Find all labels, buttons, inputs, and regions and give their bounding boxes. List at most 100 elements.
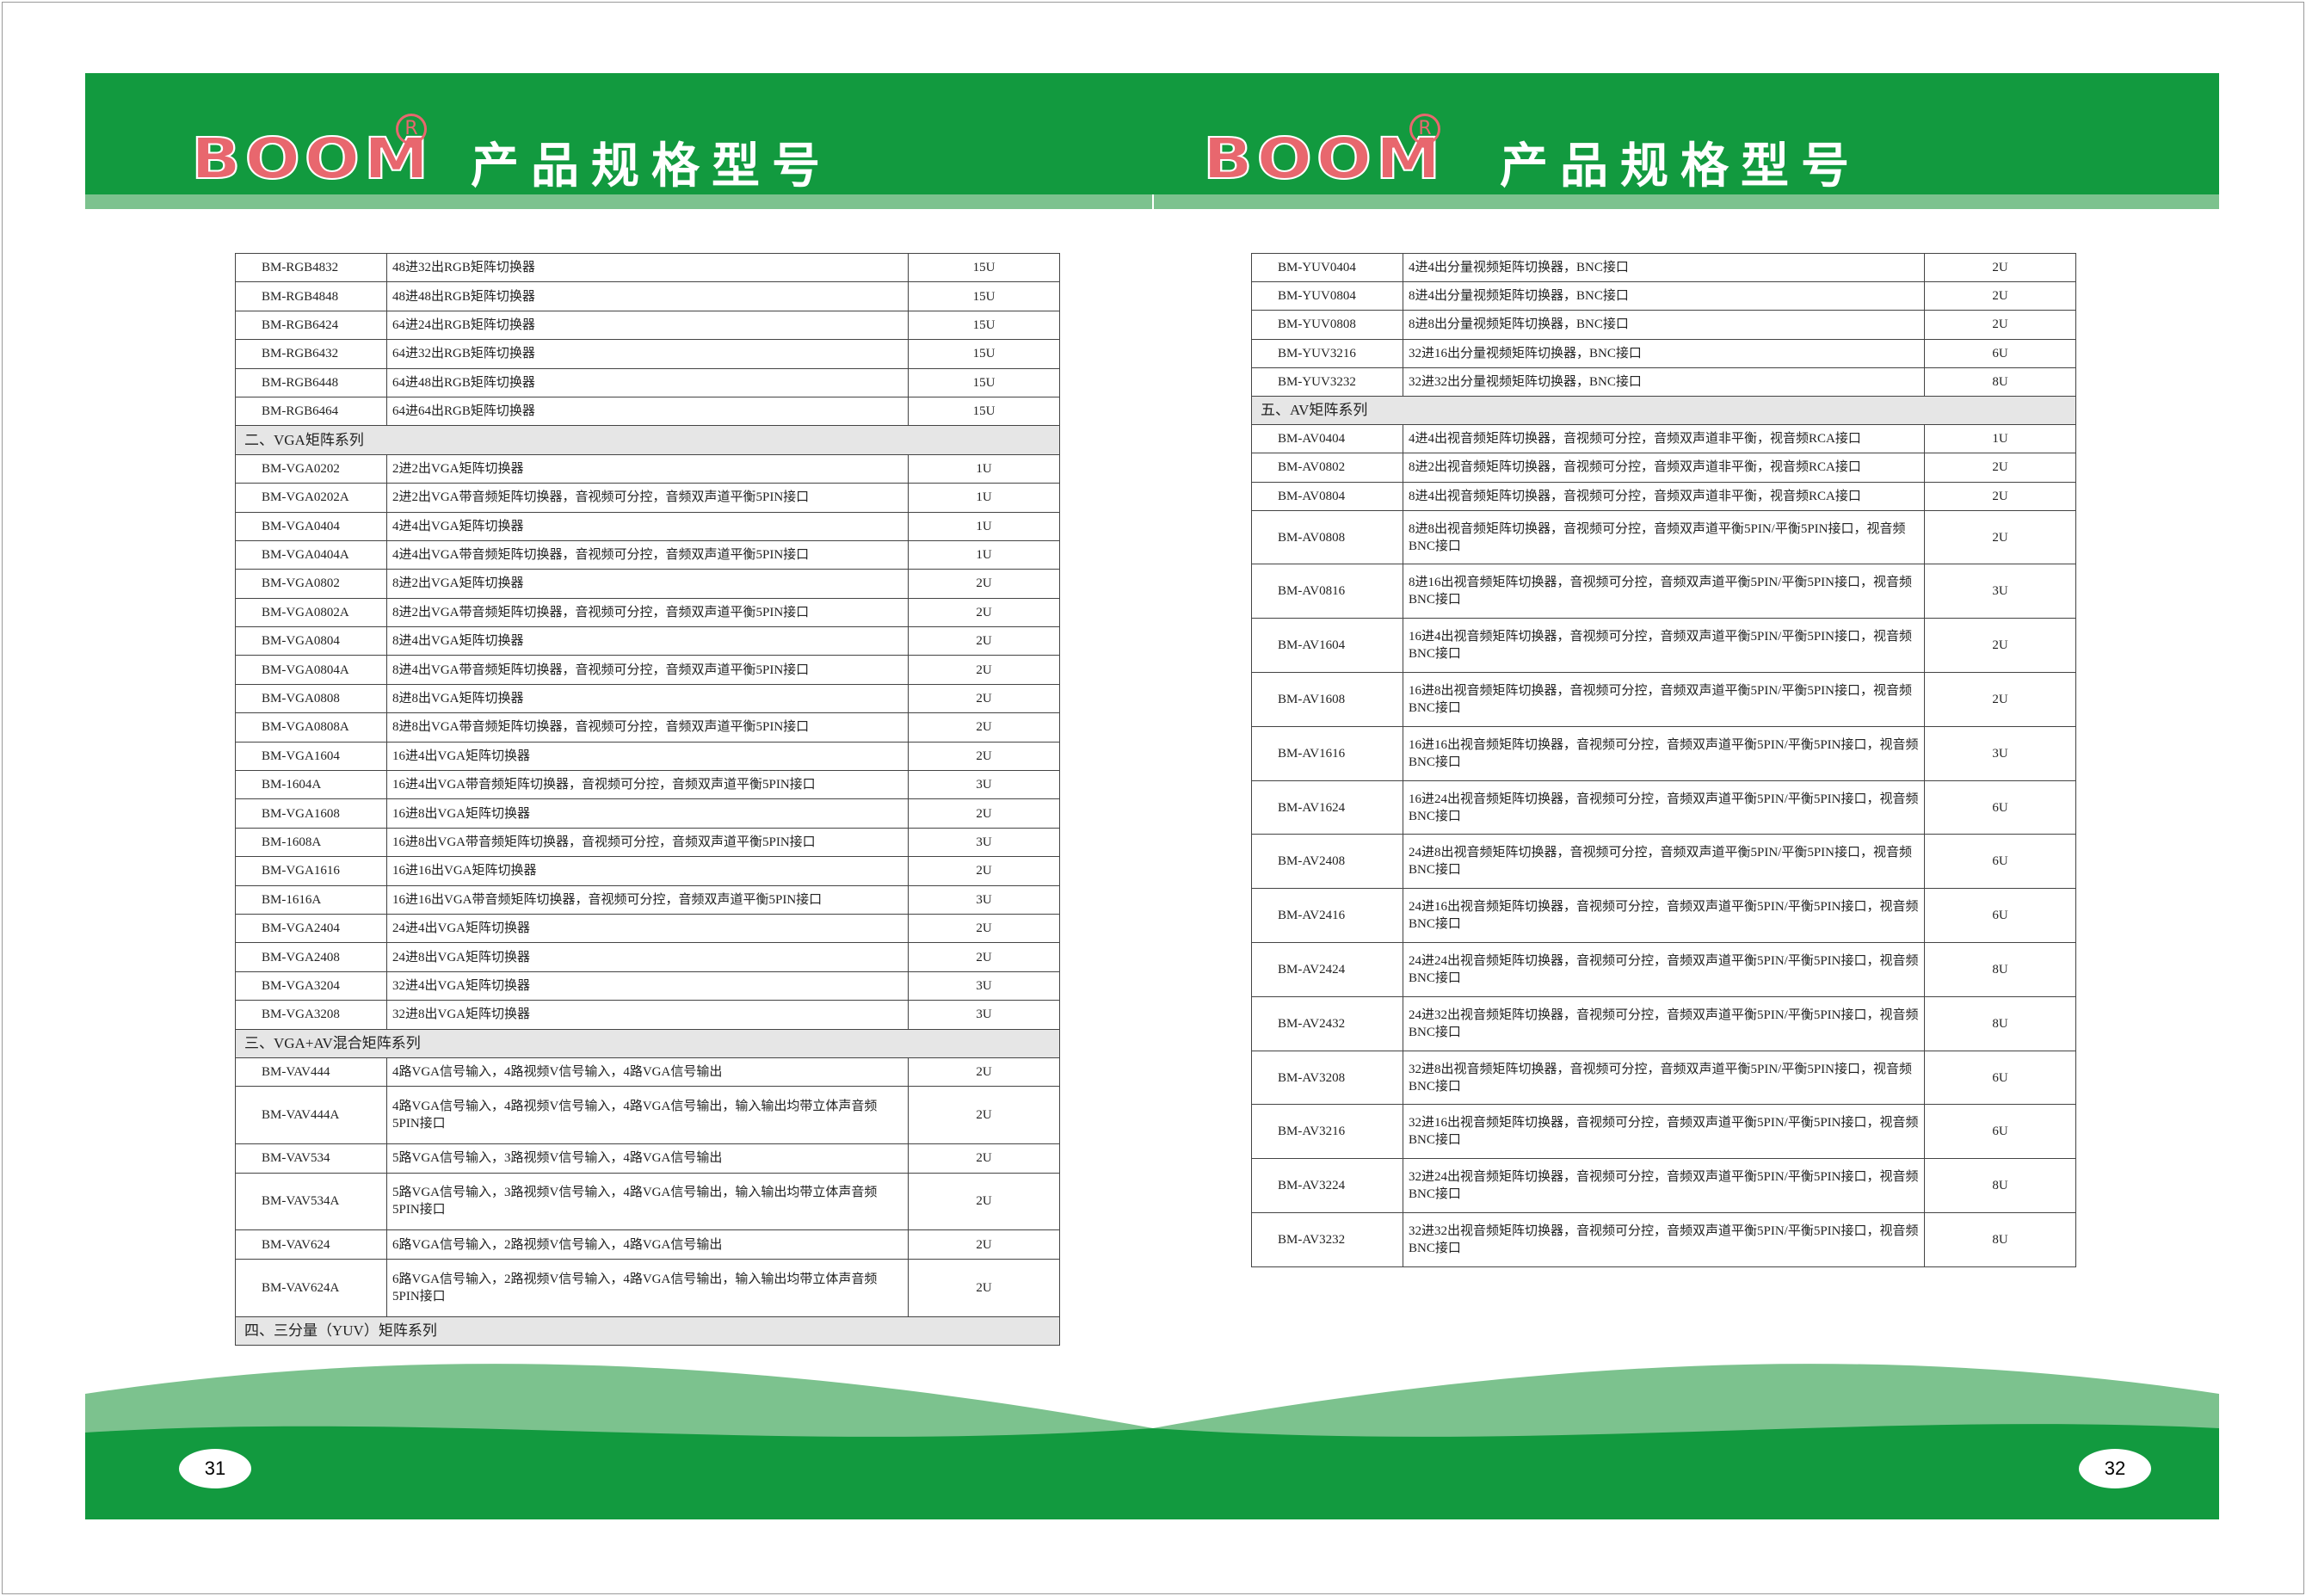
product-row: BM-RGB6432 64进32出RGB矩阵切换器 15U	[235, 339, 1060, 369]
size: 8U	[1924, 995, 2076, 1051]
description: 64进64出RGB矩阵切换器	[386, 396, 909, 427]
description: 8进2出视音频矩阵切换器，音视频可分控，音频双声道非平衡，视音频RCA接口	[1403, 453, 1925, 483]
description: 16进16出视音频矩阵切换器，音视频可分控，音频双声道平衡5PIN/平衡5PIN…	[1403, 725, 1925, 781]
description: 64进32出RGB矩阵切换器	[386, 339, 909, 369]
size: 2U	[908, 712, 1060, 743]
product-row: BM-AV2424 24进24出视音频矩阵切换器，音视频可分控，音频双声道平衡5P…	[1251, 942, 2076, 997]
model: BM-AV1624	[1251, 780, 1403, 835]
description: 8进2出VGA矩阵切换器	[386, 569, 909, 599]
model: BM-VGA0404A	[235, 539, 387, 570]
product-row: BM-1616A 16进16出VGA带音频矩阵切换器，音视频可分控，音频双声道平衡…	[235, 884, 1060, 915]
size: 2U	[1924, 252, 2076, 283]
model: BM-1616A	[235, 884, 387, 915]
size: 6U	[1924, 834, 2076, 890]
description: 48进48出RGB矩阵切换器	[386, 281, 909, 311]
model: BM-AV1608	[1251, 672, 1403, 727]
size: 3U	[908, 1000, 1060, 1030]
product-row: BM-AV2432 24进32出视音频矩阵切换器，音视频可分控，音频双声道平衡5P…	[1251, 995, 2076, 1051]
size: 2U	[908, 1143, 1060, 1174]
section-title: 四、三分量（YUV）矩阵系列	[235, 1316, 1060, 1346]
description: 5路VGA信号输入，3路视频V信号输入，4路VGA信号输出，输入输出均带立体声音…	[386, 1172, 909, 1231]
model: BM-YUV0804	[1251, 281, 1403, 311]
model: BM-VGA0802A	[235, 597, 387, 628]
section-row: 三、VGA+AV混合矩阵系列	[235, 1028, 1060, 1058]
size: 2U	[1924, 453, 2076, 483]
size: 8U	[1924, 942, 2076, 997]
page-number: 31	[179, 1449, 251, 1488]
description: 8进4出视音频矩阵切换器，音视频可分控，音频双声道非平衡，视音频RCA接口	[1403, 481, 1925, 511]
description: 48进32出RGB矩阵切换器	[386, 252, 909, 283]
product-row: BM-AV1624 16进24出视音频矩阵切换器，音视频可分控，音频双声道平衡5P…	[1251, 780, 2076, 835]
size: 2U	[1924, 281, 2076, 311]
section-title: 二、VGA矩阵系列	[235, 425, 1060, 455]
size: 2U	[908, 798, 1060, 829]
description: 16进4出视音频矩阵切换器，音视频可分控，音频双声道平衡5PIN/平衡5PIN接…	[1403, 618, 1925, 674]
model: BM-VGA2408	[235, 942, 387, 972]
product-row: BM-AV2408 24进8出视音频矩阵切换器，音视频可分控，音频双声道平衡5PI…	[1251, 834, 2076, 890]
description: 2进2出VGA带音频矩阵切换器，音视频可分控，音频双声道平衡5PIN接口	[386, 483, 909, 513]
size: 8U	[1924, 1158, 2076, 1214]
product-row: BM-AV3232 32进32出视音频矩阵切换器，音视频可分控，音频双声道平衡5P…	[1251, 1212, 2076, 1267]
model: BM-AV0802	[1251, 453, 1403, 483]
product-row: BM-AV3216 32进16出视音频矩阵切换器，音视频可分控，音频双声道平衡5P…	[1251, 1104, 2076, 1160]
page-number: 32	[2079, 1449, 2151, 1488]
section-title: 三、VGA+AV混合矩阵系列	[235, 1028, 1060, 1058]
model: BM-VGA0804	[235, 626, 387, 656]
description: 32进24出视音频矩阵切换器，音视频可分控，音频双声道平衡5PIN/平衡5PIN…	[1403, 1158, 1925, 1214]
product-row: BM-AV0802 8进2出视音频矩阵切换器，音视频可分控，音频双声道非平衡，视音…	[1251, 453, 2076, 483]
model: BM-YUV0808	[1251, 310, 1403, 340]
description: 24进4出VGA矩阵切换器	[386, 913, 909, 944]
logo: BOOM	[1202, 125, 1445, 193]
description: 8进8出视音频矩阵切换器，音视频可分控，音频双声道平衡5PIN/平衡5PIN接口…	[1403, 509, 1925, 565]
size: 15U	[908, 252, 1060, 283]
model: BM-VGA0808A	[235, 712, 387, 743]
size: 1U	[908, 483, 1060, 513]
description: 4进4出分量视频矩阵切换器，BNC接口	[1403, 252, 1925, 283]
product-row: BM-VAV444 4路VGA信号输入，4路视频V信号输入，4路VGA信号输出 2U	[235, 1057, 1060, 1088]
description: 16进24出视音频矩阵切换器，音视频可分控，音频双声道平衡5PIN/平衡5PIN…	[1403, 780, 1925, 835]
description: 64进48出RGB矩阵切换器	[386, 367, 909, 397]
model: BM-1604A	[235, 770, 387, 800]
model: BM-VAV444A	[235, 1086, 387, 1145]
description: 24进24出视音频矩阵切换器，音视频可分控，音频双声道平衡5PIN/平衡5PIN…	[1403, 942, 1925, 997]
size: 8U	[1924, 1212, 2076, 1267]
size: 2U	[908, 1086, 1060, 1145]
product-row: BM-VGA1608 16进8出VGA矩阵切换器 2U	[235, 798, 1060, 829]
model: BM-YUV0404	[1251, 252, 1403, 283]
product-row: BM-YUV3216 32进16出分量视频矩阵切换器，BNC接口 6U	[1251, 338, 2076, 368]
model: BM-AV0804	[1251, 481, 1403, 511]
size: 1U	[908, 539, 1060, 570]
size: 2U	[1924, 310, 2076, 340]
description: 4进4出VGA矩阵切换器	[386, 511, 909, 541]
description: 2进2出VGA矩阵切换器	[386, 453, 909, 484]
size: 3U	[1924, 725, 2076, 781]
size: 1U	[1924, 424, 2076, 454]
model: BM-VAV444	[235, 1057, 387, 1088]
model: BM-AV3224	[1251, 1158, 1403, 1214]
product-row: BM-RGB6424 64进24出RGB矩阵切换器 15U	[235, 310, 1060, 341]
product-row: BM-AV3208 32进8出视音频矩阵切换器，音视频可分控，音频双声道平衡5PI…	[1251, 1050, 2076, 1106]
size: 3U	[1924, 564, 2076, 619]
product-row: BM-VGA1616 16进16出VGA矩阵切换器 2U	[235, 856, 1060, 886]
size: 2U	[908, 683, 1060, 714]
product-row: BM-AV1604 16进4出视音频矩阵切换器，音视频可分控，音频双声道平衡5PI…	[1251, 618, 2076, 674]
size: 2U	[1924, 509, 2076, 565]
size: 6U	[1924, 1104, 2076, 1160]
product-row: BM-VAV534A 5路VGA信号输入，3路视频V信号输入，4路VGA信号输出，…	[235, 1172, 1060, 1231]
size: 6U	[1924, 338, 2076, 368]
description: 16进8出VGA带音频矩阵切换器，音视频可分控，音频双声道平衡5PIN接口	[386, 827, 909, 858]
size: 6U	[1924, 888, 2076, 944]
size: 2U	[908, 1172, 1060, 1231]
section-row: 五、AV矩阵系列	[1251, 395, 2076, 426]
description: 16进8出VGA矩阵切换器	[386, 798, 909, 829]
size: 3U	[908, 770, 1060, 800]
size: 15U	[908, 281, 1060, 311]
product-row: BM-VGA0808 8进8出VGA矩阵切换器 2U	[235, 683, 1060, 714]
description: 32进8出视音频矩阵切换器，音视频可分控，音频双声道平衡5PIN/平衡5PIN接…	[1403, 1050, 1925, 1106]
description: 64进24出RGB矩阵切换器	[386, 310, 909, 341]
description: 24进16出视音频矩阵切换器，音视频可分控，音频双声道平衡5PIN/平衡5PIN…	[1403, 888, 1925, 944]
logo: BOOM	[190, 125, 433, 193]
size: 8U	[1924, 367, 2076, 397]
model: BM-AV2432	[1251, 995, 1403, 1051]
